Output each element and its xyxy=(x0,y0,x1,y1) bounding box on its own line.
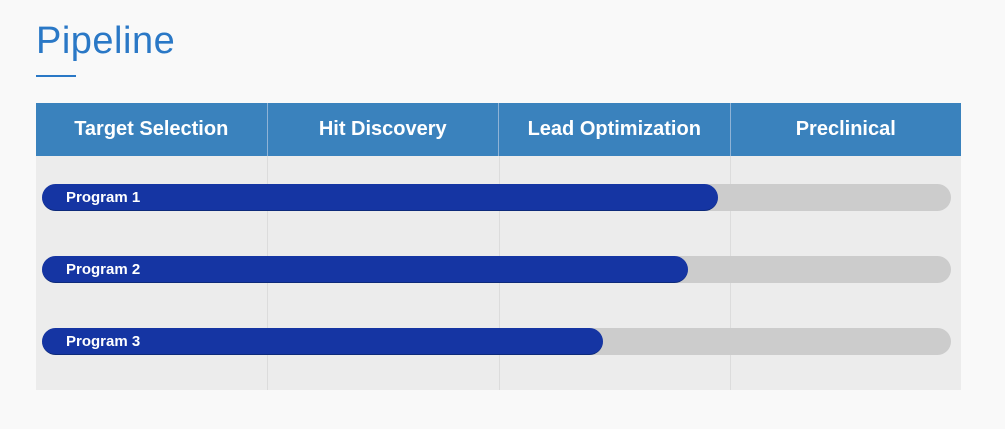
stage-header-hit-discovery: Hit Discovery xyxy=(267,103,499,156)
program-track: Program 1 xyxy=(42,184,951,211)
page-title: Pipeline xyxy=(36,20,176,62)
pipeline-chart: Target Selection Hit Discovery Lead Opti… xyxy=(36,103,961,390)
program-progress-bar xyxy=(42,256,689,283)
program-track: Program 2 xyxy=(42,256,951,283)
program-track: Program 3 xyxy=(42,328,951,355)
stage-header-target-selection: Target Selection xyxy=(36,103,268,156)
program-progress-bar xyxy=(42,328,603,355)
program-label: Program 3 xyxy=(66,333,141,350)
program-label: Program 2 xyxy=(66,261,141,278)
program-progress-bar xyxy=(42,184,719,211)
title-underline xyxy=(36,75,76,77)
stage-header-lead-optimization: Lead Optimization xyxy=(499,103,731,156)
program-label: Program 1 xyxy=(66,189,141,206)
stage-header-preclinical: Preclinical xyxy=(730,103,961,156)
stage-header-row: Target Selection Hit Discovery Lead Opti… xyxy=(36,103,961,156)
